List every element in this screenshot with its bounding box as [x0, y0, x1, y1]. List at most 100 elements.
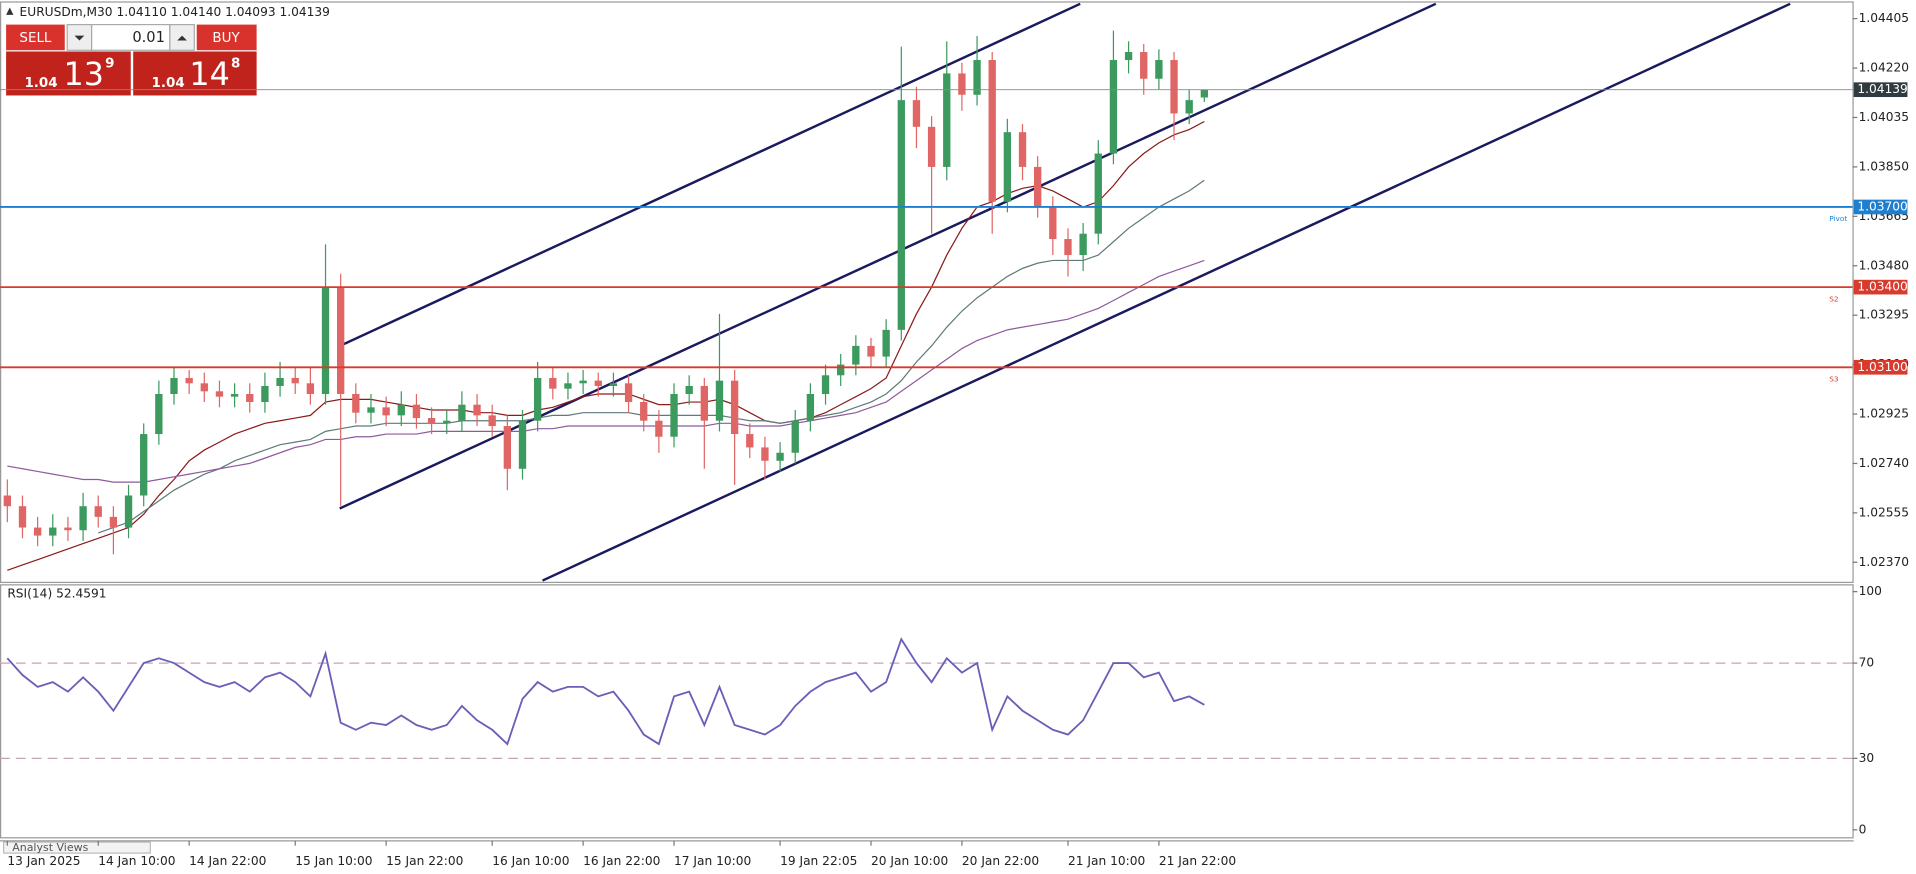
- level-tag: Pivot: [1829, 214, 1847, 223]
- x-tick-label: 13 Jan 2025: [7, 854, 80, 868]
- symbol-header: EURUSDm,M30 1.04110 1.04140 1.04093 1.04…: [20, 5, 330, 19]
- candle-body: [427, 418, 436, 424]
- candle-body: [79, 506, 87, 531]
- candle-body: [927, 126, 936, 167]
- channel-line: [542, 2, 1791, 582]
- candle-body: [867, 345, 875, 357]
- candle-body: [791, 420, 799, 453]
- y-tick-label: 1.03295: [1859, 308, 1909, 322]
- lot-up[interactable]: [169, 23, 195, 51]
- lot-value: 0.01: [132, 29, 165, 46]
- y-tick-label: 1.03480: [1859, 258, 1909, 272]
- candle-body: [670, 393, 678, 437]
- x-tick-label: 14 Jan 10:00: [98, 854, 175, 868]
- level-label: 1.03100: [1857, 360, 1907, 374]
- lot-input[interactable]: [91, 23, 171, 51]
- ask-box[interactable]: [133, 51, 257, 96]
- candle-body: [1109, 60, 1118, 154]
- candle-body: [579, 380, 587, 384]
- x-tick-label: 17 Jan 10:00: [674, 854, 751, 868]
- down-arrow: [74, 35, 85, 41]
- x-tick-label: 20 Jan 22:00: [962, 854, 1039, 868]
- candle-body: [549, 377, 557, 389]
- level-label: 1.03400: [1857, 280, 1907, 294]
- candle-body: [806, 393, 815, 421]
- candle-body: [988, 60, 996, 202]
- candle-body: [321, 287, 330, 394]
- candle-body: [94, 506, 102, 517]
- candle-body: [624, 383, 633, 403]
- candle-body: [140, 434, 148, 496]
- y-tick-label: 1.04220: [1859, 61, 1909, 75]
- level-box: [1853, 359, 1908, 375]
- y-tick-label: 1.04405: [1859, 11, 1909, 25]
- ask-pips: 14: [189, 57, 229, 93]
- candle-body: [518, 420, 527, 469]
- candle-body: [746, 434, 754, 448]
- trade-panel: SELL 0.01 BUY 1.04 13 9 1.04 14 8: [6, 23, 257, 96]
- rsi-panel: [0, 584, 1854, 839]
- bid-pips: 13: [64, 57, 104, 93]
- level-tag: S3: [1829, 374, 1839, 383]
- candle-body: [49, 527, 57, 536]
- x-tick-label: 20 Jan 10:00: [871, 854, 948, 868]
- candle-body: [1049, 206, 1057, 240]
- candle-body: [1003, 132, 1012, 202]
- candle-body: [821, 375, 830, 394]
- candle-body: [155, 393, 163, 435]
- candle-body: [170, 377, 178, 394]
- bid-fraction: 9: [105, 57, 114, 72]
- x-tick-label: 16 Jan 10:00: [492, 854, 569, 868]
- candle-body: [1124, 52, 1133, 61]
- candle-body: [882, 329, 890, 357]
- level-box: [1853, 199, 1908, 215]
- y-tick-label: 1.04035: [1859, 110, 1909, 124]
- candle-body: [33, 527, 42, 536]
- ask-fraction: 8: [231, 57, 240, 72]
- candle-body: [700, 385, 708, 421]
- candle-body: [685, 385, 693, 394]
- y-tick-label: 30: [1859, 751, 1875, 765]
- candle-body: [609, 383, 618, 386]
- candle-body: [640, 402, 648, 421]
- candle-body: [124, 495, 133, 528]
- bid-box[interactable]: [6, 51, 131, 96]
- level-box: [1853, 82, 1908, 98]
- sell-label: SELL: [19, 31, 52, 46]
- rsi-header: RSI(14) 52.4591: [7, 587, 106, 601]
- candle-body: [367, 407, 375, 413]
- candle-body: [473, 404, 481, 416]
- level-box: [1853, 279, 1908, 295]
- candle-body: [564, 383, 572, 389]
- x-tick-label: 15 Jan 10:00: [295, 854, 372, 868]
- collapse-icon[interactable]: [6, 7, 14, 15]
- tab[interactable]: [3, 841, 151, 854]
- y-tick-label: 1.03850: [1859, 159, 1909, 173]
- candle-body: [730, 380, 739, 435]
- buy-button[interactable]: [196, 24, 257, 51]
- candle-body: [837, 364, 845, 376]
- candle-body: [1170, 60, 1178, 114]
- candle-body: [337, 287, 345, 394]
- channel-line: [339, 2, 1081, 348]
- x-tick-label: 14 Jan 22:00: [189, 854, 266, 868]
- candle-body: [715, 380, 724, 421]
- level-tag: S2: [1829, 294, 1838, 303]
- up-arrow: [177, 35, 187, 41]
- candle-body: [18, 506, 27, 528]
- level-label: 1.03700: [1857, 199, 1907, 213]
- bid-prefix: 1.04: [24, 76, 57, 91]
- rsi-line: [6, 637, 1205, 746]
- sell-button[interactable]: [6, 24, 65, 51]
- candle-body: [533, 377, 542, 421]
- y-tick-label: 1.02555: [1859, 505, 1909, 519]
- buy-label: BUY: [212, 31, 240, 46]
- moving-average: [98, 179, 1205, 534]
- y-tick-label: 1.02370: [1859, 555, 1909, 569]
- tab-label: Analyst Views: [12, 841, 88, 854]
- candle-body: [1155, 60, 1163, 79]
- moving-average: [7, 259, 1205, 483]
- candle-body: [200, 383, 208, 392]
- candle-body: [276, 377, 284, 386]
